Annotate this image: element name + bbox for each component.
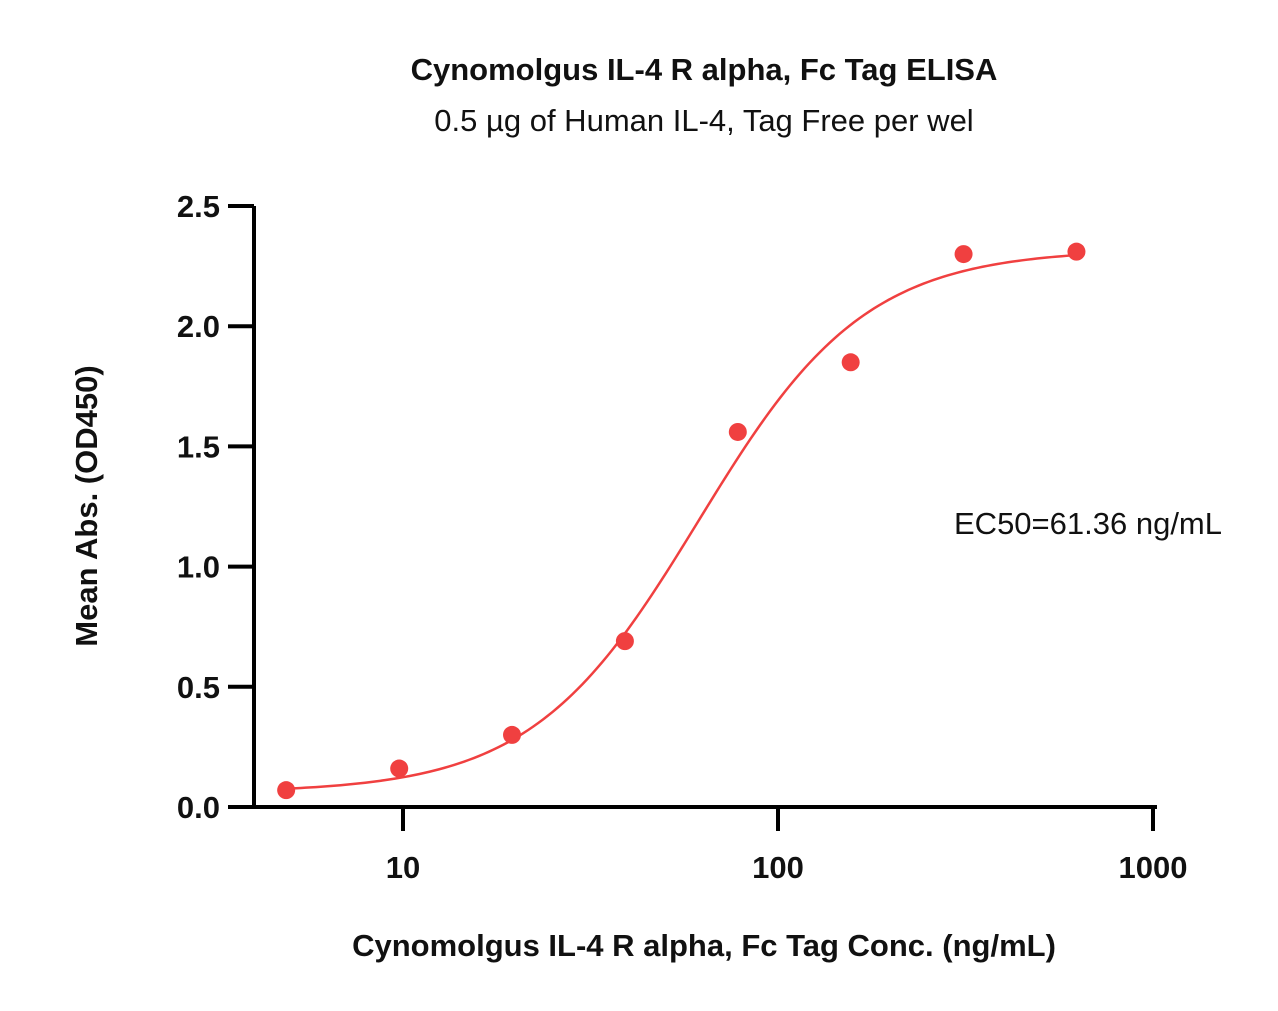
data-point [954,245,973,264]
points-layer [277,242,1086,800]
data-point [503,725,522,744]
x-tick-label: 1000 [1119,850,1188,885]
y-tick-label: 1.0 [177,550,220,585]
y-tick-label: 2.0 [177,309,220,344]
y-tick-label: 0.0 [177,790,220,825]
data-point [728,422,747,441]
fit-layer [286,253,1077,790]
y-axis-label: Mean Abs. (OD450) [69,365,104,646]
chart-subtitle: 0.5 µg of Human IL-4, Tag Free per wel [434,103,973,138]
chart-title: Cynomolgus IL-4 R alpha, Fc Tag ELISA [411,52,998,87]
y-tick-label: 2.5 [177,189,220,224]
x-axis-label: Cynomolgus IL-4 R alpha, Fc Tag Conc. (n… [352,928,1056,963]
y-tick-label: 0.5 [177,670,220,705]
x-axis: 10 100 1000 [254,805,1188,885]
ec50-annotation: EC50=61.36 ng/mL [954,506,1222,541]
x-tick-label: 10 [386,850,420,885]
data-point [277,781,296,800]
fit-curve [286,253,1077,790]
x-tick-label: 100 [752,850,804,885]
data-point [615,632,634,651]
y-axis: 0.0 0.5 1.0 1.5 2.0 2.5 [177,189,256,825]
data-point [841,353,860,372]
data-point [390,759,409,778]
y-tick-label: 1.5 [177,429,220,464]
data-point [1067,242,1086,261]
